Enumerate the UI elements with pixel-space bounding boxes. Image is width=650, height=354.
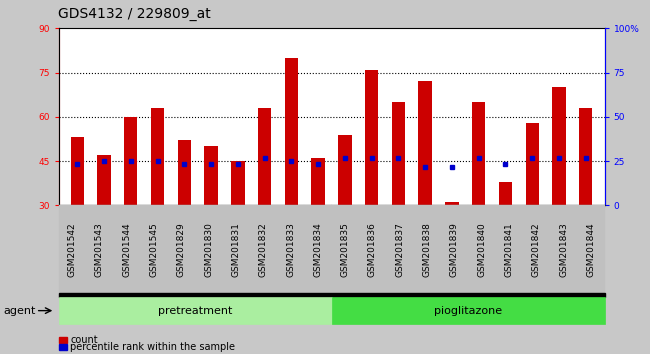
Text: GSM201842: GSM201842 (532, 222, 541, 276)
Bar (552, 87, 566, 205)
Text: GSM201544: GSM201544 (122, 222, 131, 276)
Text: GSM201830: GSM201830 (204, 222, 213, 277)
Text: GSM201831: GSM201831 (231, 222, 240, 277)
Bar (177, 141, 191, 205)
Bar (151, 108, 164, 205)
Text: count: count (70, 335, 98, 345)
Text: GSM201836: GSM201836 (368, 222, 377, 277)
Text: GSM201543: GSM201543 (95, 222, 104, 276)
Bar (472, 102, 486, 205)
Bar (526, 123, 539, 205)
Bar (579, 108, 592, 205)
Text: percentile rank within the sample: percentile rank within the sample (70, 342, 235, 352)
Text: GSM201545: GSM201545 (150, 222, 159, 276)
Bar (124, 117, 137, 205)
Text: GSM201834: GSM201834 (313, 222, 322, 276)
Text: GSM201542: GSM201542 (68, 222, 77, 276)
Text: GSM201837: GSM201837 (395, 222, 404, 277)
Bar (392, 102, 405, 205)
Text: agent: agent (3, 306, 36, 316)
Bar (311, 158, 325, 205)
Text: GSM201841: GSM201841 (504, 222, 514, 276)
Text: GSM201833: GSM201833 (286, 222, 295, 277)
Text: pioglitazone: pioglitazone (434, 306, 502, 316)
Bar (98, 155, 111, 205)
Bar (71, 137, 84, 205)
Text: GSM201840: GSM201840 (477, 222, 486, 276)
Bar (499, 182, 512, 205)
Text: GSM201829: GSM201829 (177, 222, 186, 276)
Text: GSM201843: GSM201843 (559, 222, 568, 276)
Bar (258, 108, 271, 205)
Bar (419, 81, 432, 205)
Bar (231, 161, 244, 205)
Bar (445, 202, 459, 205)
Bar (285, 58, 298, 205)
Text: GSM201839: GSM201839 (450, 222, 459, 277)
Text: pretreatment: pretreatment (158, 306, 232, 316)
Text: GSM201838: GSM201838 (422, 222, 432, 277)
Text: GSM201835: GSM201835 (341, 222, 350, 277)
Bar (365, 70, 378, 205)
Bar (338, 135, 352, 205)
Text: GDS4132 / 229809_at: GDS4132 / 229809_at (58, 7, 211, 21)
Bar (204, 146, 218, 205)
Text: GSM201844: GSM201844 (586, 222, 595, 276)
Text: GSM201832: GSM201832 (259, 222, 268, 276)
